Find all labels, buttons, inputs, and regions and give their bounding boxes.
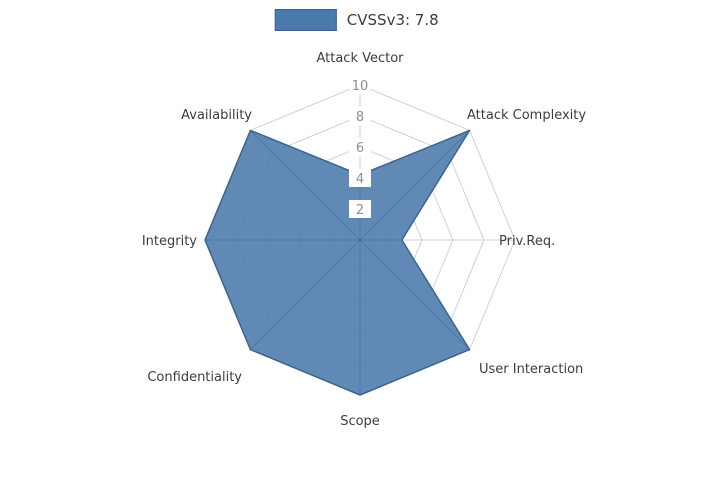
tick-label-box <box>349 76 371 94</box>
tick-label-box <box>349 169 371 187</box>
tick-label-box <box>349 200 371 218</box>
axis-label: User Interaction <box>479 362 583 377</box>
radial-tick-label: 8 <box>356 110 364 125</box>
radial-tick-label: 4 <box>356 172 364 187</box>
legend-swatch <box>274 9 337 31</box>
radial-tick-label: 10 <box>352 79 369 94</box>
data-polygon <box>204 129 471 396</box>
legend: CVSSv3: 7.8 <box>274 6 439 34</box>
inner-spoke <box>359 130 470 241</box>
radial-tick-label: 2 <box>356 203 364 218</box>
axis-label: Integrity <box>142 234 197 249</box>
axis-label: Confidentiality <box>147 370 242 385</box>
inner-spoke <box>250 130 361 241</box>
axis-label: Availability <box>181 108 252 123</box>
axis-label: Scope <box>340 414 380 429</box>
axis-label: Attack Vector <box>316 51 404 66</box>
axis-label: Priv.Req. <box>499 234 555 249</box>
axis-label: Attack Complexity <box>467 108 586 123</box>
legend-label: CVSSv3: 7.8 <box>346 11 439 29</box>
tick-label-box <box>349 107 371 125</box>
tick-label-box <box>349 138 371 156</box>
radial-tick-label: 6 <box>356 141 364 156</box>
inner-spoke <box>359 239 470 350</box>
inner-spoke <box>250 239 361 350</box>
